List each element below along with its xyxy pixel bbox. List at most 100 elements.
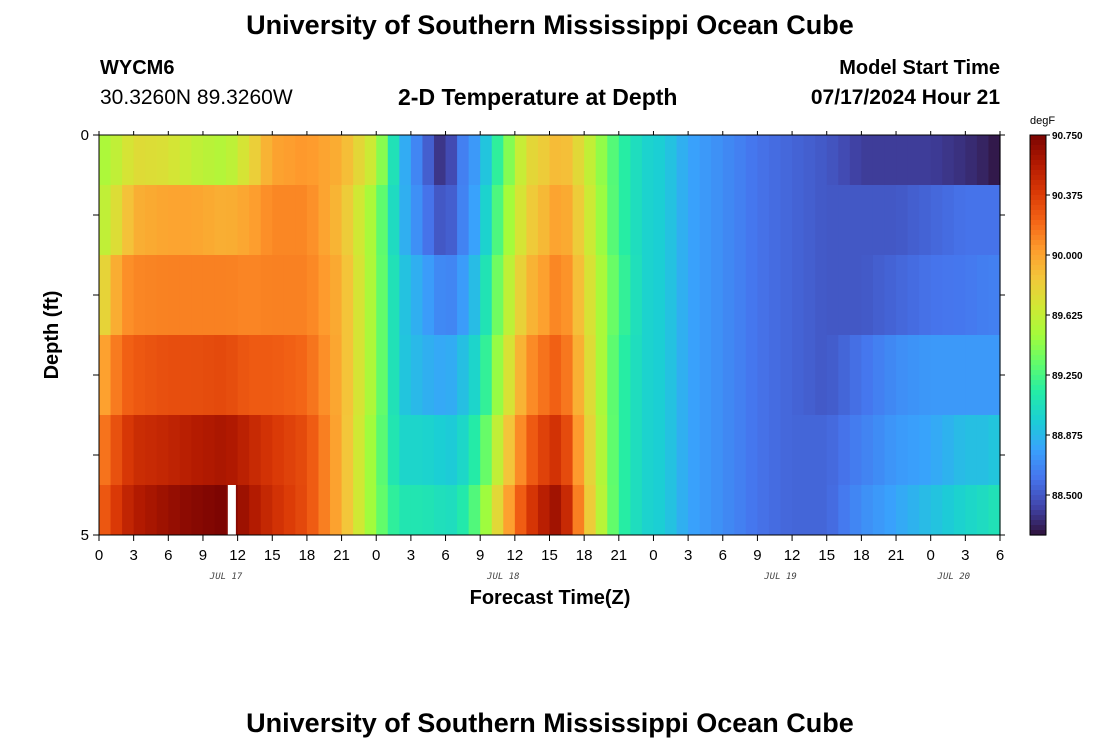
x-tick-label: 6 [996, 547, 1004, 564]
heatmap-cells [99, 135, 1001, 535]
colorbar-swatch [1030, 195, 1046, 201]
colorbar-swatch [1030, 520, 1046, 526]
heatmap-cell [306, 485, 320, 535]
heatmap-cell [202, 135, 216, 185]
heatmap-cell [353, 335, 366, 415]
heatmap-cell [653, 335, 666, 415]
heatmap-cell [214, 185, 227, 255]
colorbar-swatch [1030, 375, 1046, 381]
heatmap-cell [168, 415, 181, 485]
heatmap-cell [699, 255, 712, 335]
colorbar-tick-label: 90.375 [1052, 191, 1083, 202]
heatmap-cell [272, 415, 285, 485]
heatmap-cell [272, 485, 285, 535]
heatmap-cell [815, 485, 828, 535]
heatmap-cell [919, 415, 932, 485]
heatmap-cell [930, 335, 943, 415]
heatmap-cell [676, 135, 689, 185]
heatmap-cell [665, 185, 678, 255]
heatmap-cell [584, 415, 597, 485]
colorbar-swatch [1030, 165, 1046, 171]
x-tick-label: 6 [441, 547, 449, 564]
heatmap-cell [214, 485, 227, 535]
x-axis-title: Forecast Time(Z) [470, 587, 631, 609]
heatmap-cell [457, 135, 470, 185]
colorbar-swatch [1030, 505, 1046, 511]
heatmap-cell [803, 185, 816, 255]
heatmap-cell [387, 485, 400, 535]
x-tick-label: 0 [95, 547, 103, 564]
heatmap-cell [665, 415, 678, 485]
heatmap-cell [838, 415, 851, 485]
heatmap-cell [872, 185, 886, 255]
heatmap-cell [641, 335, 655, 415]
x-tick-label: 9 [753, 547, 761, 564]
colorbar-swatch [1030, 400, 1046, 406]
x-tick-label: 15 [818, 547, 835, 564]
heatmap-cell [226, 335, 239, 415]
heatmap-cell [110, 255, 123, 335]
colorbar-swatch [1030, 210, 1046, 216]
heatmap-cell [942, 135, 955, 185]
heatmap-cell [861, 135, 874, 185]
heatmap-cell [399, 185, 412, 255]
heatmap-cell [919, 255, 932, 335]
heatmap-cell [665, 335, 678, 415]
heatmap-cell [168, 335, 181, 415]
model-start-label: Model Start Time [839, 57, 1000, 79]
heatmap-cell [226, 255, 239, 335]
station-coordinates: 30.3260N 89.3260W [100, 86, 293, 109]
heatmap-cell [618, 335, 631, 415]
colorbar-swatch [1030, 265, 1046, 271]
x-tick-label: 9 [476, 547, 484, 564]
heatmap-cell [237, 485, 250, 535]
colorbar-swatch [1030, 405, 1046, 411]
heatmap-cell [179, 185, 193, 255]
heatmap-cell [803, 335, 816, 415]
heatmap-cell [688, 335, 701, 415]
heatmap-cell [803, 255, 816, 335]
heatmap-cell [191, 415, 204, 485]
heatmap-cell [792, 185, 805, 255]
heatmap-cell [387, 255, 400, 335]
heatmap-cell [849, 255, 862, 335]
x-tick-label: 0 [372, 547, 380, 564]
heatmap-cell [341, 185, 354, 255]
heatmap-cell [965, 135, 978, 185]
heatmap-cell [260, 185, 273, 255]
heatmap-cell [688, 185, 701, 255]
heatmap-cell [503, 415, 516, 485]
heatmap-cell [665, 485, 678, 535]
heatmap-cell [653, 415, 666, 485]
heatmap-cell [676, 485, 689, 535]
heatmap-cell [780, 185, 793, 255]
heatmap-cell [364, 415, 377, 485]
heatmap-cell [202, 415, 216, 485]
heatmap-cell [584, 485, 597, 535]
heatmap-cell [549, 255, 562, 335]
heatmap-cell [665, 135, 678, 185]
heatmap-cell [514, 415, 527, 485]
heatmap-cell [260, 415, 273, 485]
colorbar-swatch [1030, 245, 1046, 251]
heatmap-cell [618, 485, 631, 535]
heatmap-cell [179, 485, 193, 535]
heatmap-cell [618, 415, 631, 485]
heatmap-cell [676, 415, 689, 485]
heatmap-cell [249, 185, 262, 255]
heatmap-cell [630, 485, 643, 535]
heatmap-cell [734, 335, 747, 415]
y-tick-label: 5 [81, 527, 89, 544]
heatmap-cell [803, 485, 816, 535]
colorbar-tick-label: 90.000 [1052, 251, 1083, 262]
heatmap-cell [491, 255, 504, 335]
heatmap-cell [780, 335, 793, 415]
heatmap-cell [768, 255, 782, 335]
heatmap-cell [237, 135, 250, 185]
colorbar-swatch [1030, 365, 1046, 371]
colorbar-swatch [1030, 525, 1046, 531]
heatmap-cell [156, 255, 169, 335]
heatmap-cell [526, 255, 539, 335]
heatmap-cell [919, 185, 932, 255]
heatmap-cell [595, 415, 608, 485]
